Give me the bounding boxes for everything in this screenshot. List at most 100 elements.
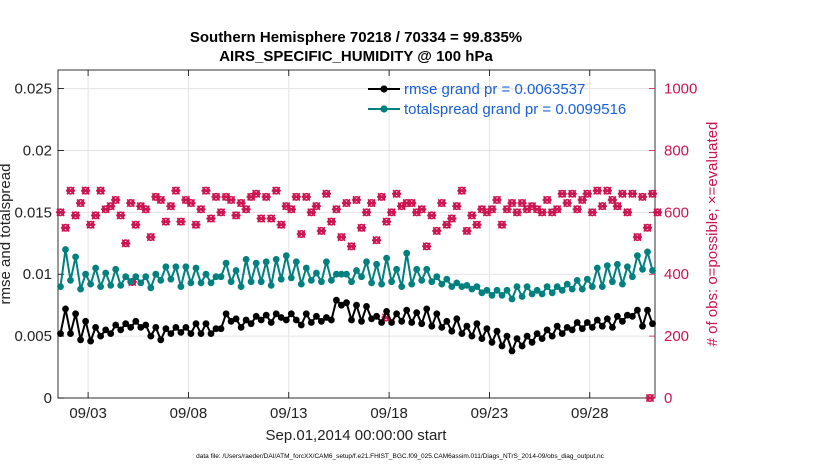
rmse-point-17 (142, 321, 150, 329)
rmse-point-68 (398, 317, 406, 325)
y-axis-ticks: 0 0.005 0.01 0.015 0.02 0.025 (14, 81, 64, 407)
rmse-point-47 (292, 316, 300, 324)
obs-evaluated-marker-88 (497, 220, 507, 229)
rmse-point-82 (468, 332, 476, 340)
rmse-series (57, 296, 656, 355)
rmse-point-95 (533, 330, 541, 337)
obs-evaluated-marker-91 (512, 208, 522, 217)
rmse-point-3 (72, 310, 79, 318)
legend-rmse-label: rmse grand pr = 0.0063537 (404, 81, 585, 98)
totalspread-point-76 (438, 280, 446, 288)
rmse-point-18 (147, 332, 155, 340)
rmse-point-98 (548, 332, 556, 340)
rmse-point-15 (132, 317, 140, 325)
totalspread-point-52 (318, 278, 325, 286)
totalspread-point-35 (232, 267, 240, 274)
y-right-tick-label-5: 1000 (664, 81, 697, 98)
totalspread-point-28 (197, 279, 205, 287)
totalspread-point-90 (508, 295, 516, 303)
totalspread-point-103 (573, 277, 581, 284)
totalspread-point-27 (192, 264, 200, 272)
y-tick-label-3: 0.015 (14, 204, 52, 221)
totalspread-point-111 (614, 260, 621, 268)
obs-evaluated-marker-111 (612, 201, 622, 211)
rmse-point-23 (172, 324, 180, 331)
totalspread-point-85 (483, 286, 491, 294)
obs-evaluated-marker-59 (351, 195, 362, 205)
totalspread-point-87 (493, 286, 501, 294)
y-tick-label-2: 0.01 (23, 266, 52, 283)
rmse-point-115 (634, 306, 641, 314)
totalspread-point-60 (358, 273, 365, 281)
rmse-point-49 (302, 310, 310, 318)
totalspread-point-7 (92, 264, 99, 272)
rmse-point-114 (629, 312, 636, 320)
obs-evaluated-marker-80 (457, 186, 467, 195)
totalspread-point-59 (353, 267, 360, 274)
rmse-point-111 (614, 312, 621, 320)
rmse-point-63 (373, 312, 380, 320)
rmse-point-25 (182, 324, 190, 331)
totalspread-point-8 (97, 283, 104, 290)
rmse-point-31 (212, 325, 220, 333)
rmse-point-43 (272, 310, 280, 318)
obs-evaluated-marker-74 (427, 211, 437, 220)
totalspread-point-104 (578, 285, 586, 293)
rmse-point-71 (413, 309, 421, 316)
totalspread-point-93 (523, 283, 531, 290)
obs-evaluated-marker-53 (321, 189, 331, 198)
legend: rmse grand pr = 0.0063537 totalspread gr… (368, 81, 626, 118)
rmse-point-9 (102, 326, 110, 334)
obs-evaluated-marker-62 (366, 198, 377, 208)
totalspread-point-74 (428, 278, 436, 286)
rmse-point-92 (518, 342, 526, 350)
obs-evaluated-marker-110 (607, 195, 617, 205)
totalspread-point-14 (127, 278, 135, 286)
obs-evaluated-marker-52 (316, 226, 326, 236)
obs-evaluated-marker-87 (492, 195, 502, 205)
totalspread-point-91 (513, 283, 521, 290)
rmse-point-76 (438, 324, 446, 331)
rmse-point-50 (307, 319, 315, 326)
totalspread-point-46 (287, 274, 295, 282)
totalspread-point-96 (538, 290, 546, 298)
y-right-axis-label: # of obs: o=possible; ×=evaluated (704, 122, 721, 347)
rmse-point-106 (588, 324, 596, 331)
totalspread-point-98 (548, 289, 556, 297)
totalspread-point-32 (217, 273, 225, 281)
obs-evaluated-marker-75 (432, 226, 442, 236)
obs-evaluated-marker-103 (572, 205, 582, 214)
rmse-point-83 (473, 320, 481, 328)
totalspread-point-29 (202, 270, 210, 278)
totalspread-point-20 (157, 277, 165, 284)
obs-evaluated-marker-97 (542, 195, 552, 205)
totalspread-point-71 (413, 265, 421, 273)
rmse-point-117 (644, 306, 651, 314)
obs-evaluated-marker-47 (291, 192, 301, 202)
obs-evaluated-marker-118 (647, 189, 658, 198)
totalspread-point-2 (67, 277, 74, 284)
totalspread-point-57 (343, 270, 350, 278)
obs-evaluated-marker-86 (487, 205, 497, 214)
rmse-point-104 (578, 325, 586, 333)
totalspread-point-79 (453, 279, 461, 287)
obs-evaluated-marker-79 (452, 201, 462, 211)
obs-evaluated-marker-108 (597, 201, 607, 211)
rmse-point-99 (553, 322, 561, 330)
totalspread-point-108 (598, 283, 606, 290)
totalspread-point-73 (423, 265, 431, 273)
rmse-point-35 (232, 315, 240, 323)
rmse-point-69 (403, 306, 411, 314)
x-tick-label-4: 09/23 (471, 405, 509, 422)
totalspread-point-102 (568, 285, 576, 293)
totalspread-point-42 (267, 282, 275, 289)
rmse-point-30 (207, 330, 215, 337)
rmse-point-24 (177, 329, 185, 336)
totalspread-point-94 (528, 290, 536, 298)
obs-evaluated-marker-58 (346, 242, 357, 251)
totalspread-point-95 (533, 286, 541, 294)
totalspread-point-4 (77, 285, 84, 293)
totalspread-point-19 (152, 270, 160, 278)
rmse-point-37 (242, 316, 250, 324)
totalspread-point-43 (272, 256, 280, 263)
